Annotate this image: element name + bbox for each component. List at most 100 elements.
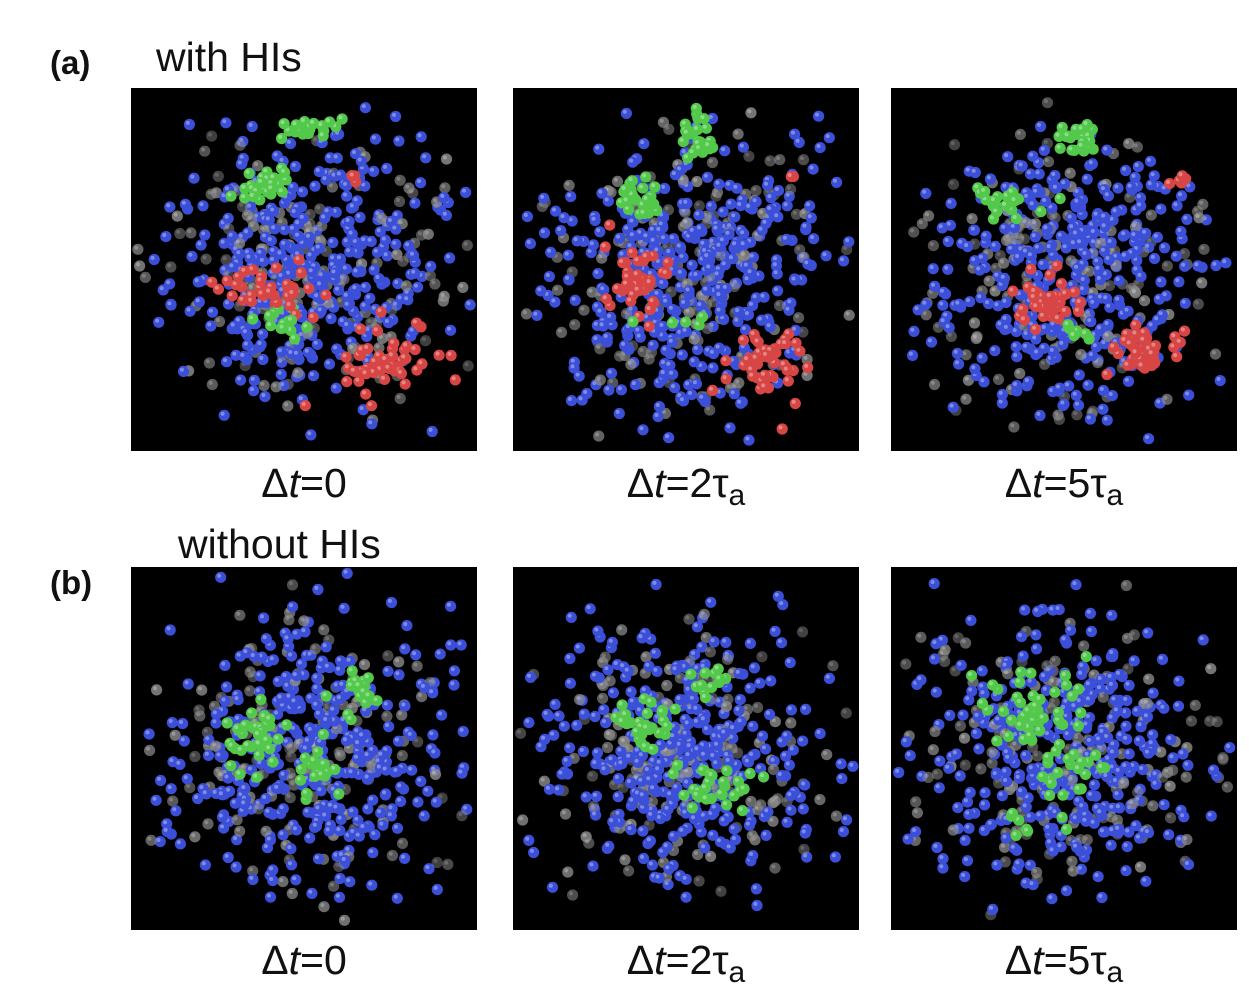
particle-highlight: [422, 154, 427, 159]
particle: [1066, 144, 1078, 156]
particle: [302, 806, 314, 818]
particle-highlight: [352, 150, 356, 155]
particle: [215, 571, 227, 583]
particle-highlight: [782, 340, 787, 345]
particle-highlight: [146, 746, 150, 751]
particle: [167, 795, 179, 807]
particle-highlight: [1148, 322, 1153, 327]
particle-highlight: [236, 141, 241, 146]
particle: [225, 190, 237, 202]
particle: [1094, 274, 1106, 286]
particle: [334, 169, 347, 181]
particle-highlight: [792, 210, 797, 215]
particle: [289, 333, 301, 345]
particle: [238, 350, 250, 363]
particle: [1028, 292, 1040, 304]
particle: [747, 251, 759, 263]
particle: [342, 320, 354, 332]
particle-highlight: [441, 184, 446, 189]
particle: [1032, 242, 1044, 254]
particle-highlight: [682, 327, 687, 332]
particle: [649, 181, 661, 193]
particle: [594, 226, 606, 238]
particle-highlight: [289, 290, 294, 294]
particle-highlight: [1011, 197, 1016, 202]
particle-highlight: [163, 820, 168, 825]
particle: [742, 354, 754, 366]
particle: [693, 209, 705, 221]
particle-highlight: [1176, 338, 1181, 343]
particle-highlight: [201, 147, 206, 152]
particle-highlight: [364, 774, 369, 779]
particle-highlight: [752, 187, 757, 191]
particle: [562, 249, 574, 261]
particle: [1176, 170, 1188, 182]
particle-highlight: [599, 322, 604, 327]
particle-highlight: [369, 849, 374, 854]
particle-highlight: [750, 331, 755, 335]
particle-highlight: [212, 719, 217, 724]
particle-highlight: [1178, 192, 1182, 197]
particle: [301, 321, 313, 333]
particle: [426, 425, 438, 438]
particle-highlight: [785, 330, 790, 335]
particle-highlight: [346, 248, 351, 253]
particle: [1136, 360, 1148, 372]
particle: [637, 182, 649, 194]
particle: [445, 639, 457, 651]
particle: [1039, 323, 1051, 335]
particle-highlight: [1102, 180, 1107, 185]
particle-highlight: [639, 426, 644, 431]
particle: [401, 620, 413, 632]
particle-highlight: [242, 329, 247, 334]
particle-highlight: [1087, 318, 1092, 323]
particle-highlight: [918, 220, 923, 225]
particle: [192, 793, 204, 805]
particle-highlight: [212, 710, 217, 715]
particle: [627, 316, 639, 328]
row-title-with-his: with HIs: [156, 34, 302, 80]
particle: [381, 250, 393, 262]
particle: [713, 178, 725, 190]
particle-highlight: [378, 214, 383, 219]
particle-highlight: [398, 839, 403, 844]
particle-highlight: [635, 313, 640, 317]
particle-highlight: [392, 240, 397, 245]
particle: [381, 699, 393, 711]
particle-highlight: [462, 188, 466, 193]
particle-highlight: [677, 329, 682, 334]
particle-highlight: [1002, 315, 1007, 320]
particle: [906, 349, 919, 361]
particle-highlight: [288, 581, 293, 586]
particle-highlight: [147, 836, 152, 841]
particle: [396, 750, 408, 762]
particle: [1044, 269, 1056, 281]
particle: [550, 205, 562, 217]
particle-highlight: [1212, 261, 1217, 266]
particle-highlight: [1067, 214, 1072, 219]
particle: [691, 124, 704, 136]
particle-highlight: [922, 300, 927, 305]
particle-highlight: [693, 272, 698, 276]
particle-highlight: [447, 351, 452, 356]
particle-highlight: [627, 360, 632, 365]
particle-highlight: [689, 227, 694, 232]
particle: [219, 695, 231, 707]
particle: [974, 264, 986, 276]
particle-highlight: [157, 776, 161, 781]
particle-highlight: [366, 294, 371, 299]
particle-highlight: [1093, 211, 1098, 216]
particle-highlight: [695, 202, 700, 207]
particle-highlight: [593, 303, 598, 308]
particle: [996, 388, 1008, 401]
particle: [571, 235, 583, 247]
particle-highlight: [1103, 146, 1108, 151]
particle: [681, 197, 693, 209]
particle-highlight: [1065, 382, 1070, 387]
particle: [166, 717, 178, 729]
particle-highlight: [822, 252, 827, 257]
particle: [267, 875, 279, 887]
particle-highlight: [727, 223, 731, 228]
particle-highlight: [272, 383, 277, 388]
particle-highlight: [816, 144, 821, 148]
